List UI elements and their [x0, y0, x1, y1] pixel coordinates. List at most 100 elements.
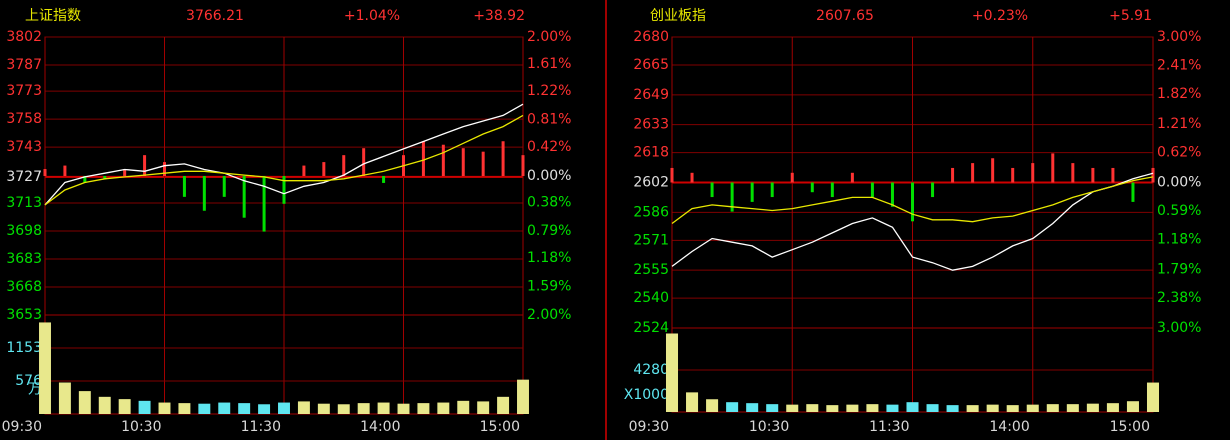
- index-name: 创业板指: [650, 8, 706, 24]
- volume-bar: [1046, 404, 1059, 412]
- y2-tick-label: 1.79%: [1157, 261, 1201, 277]
- y2-tick-label: 2.38%: [1157, 290, 1201, 306]
- strength-bar: [1151, 167, 1155, 183]
- y2-tick-label: 2.41%: [1157, 58, 1201, 74]
- x-tick-label: 09:30: [629, 419, 669, 435]
- volume-bar: [686, 392, 699, 412]
- volume-bar: [826, 405, 839, 412]
- y2-tick-label: 1.21%: [1157, 116, 1201, 132]
- index-price: 3766.21: [186, 8, 244, 24]
- x-tick-label: 10:30: [121, 419, 161, 435]
- strength-bar: [43, 169, 47, 176]
- strength-bar: [202, 176, 206, 211]
- y2-tick-label: 1.18%: [1157, 232, 1201, 248]
- strength-bar: [850, 172, 854, 183]
- volume-bar: [1086, 403, 1099, 412]
- price-line: [671, 176, 1154, 225]
- strength-bar: [1051, 153, 1055, 183]
- strength-bar: [382, 176, 386, 183]
- y2-tick-label: 0.00%: [527, 168, 571, 184]
- y-tick-label: 3713: [6, 195, 42, 211]
- strength-bar: [870, 182, 874, 198]
- strength-bar: [810, 182, 814, 193]
- y2-tick-label: 3.00%: [1157, 320, 1201, 336]
- strength-bar: [521, 155, 525, 176]
- y2-tick-label: 0.00%: [1157, 175, 1201, 191]
- y2-tick-label: 2.00%: [527, 29, 571, 45]
- y2-tick-label: 0.62%: [1157, 144, 1201, 160]
- strength-bar: [1091, 167, 1095, 183]
- y2-tick-label: 2.00%: [527, 307, 571, 323]
- y-tick-label: 3758: [6, 111, 42, 127]
- strength-bar: [1131, 182, 1135, 202]
- volume-bar: [437, 402, 450, 414]
- y-tick-label: 3743: [6, 139, 42, 155]
- volume-bar: [926, 404, 939, 412]
- y-tick-label: 2602: [633, 175, 669, 191]
- volume-bar: [906, 402, 919, 412]
- index-change: +5.91: [1109, 8, 1152, 24]
- y2-tick-label: 1.61%: [527, 56, 571, 72]
- strength-bar: [931, 182, 935, 198]
- strength-bar: [730, 182, 734, 212]
- y-tick-label: 2680: [633, 29, 669, 45]
- volume-bar: [417, 403, 430, 414]
- volume-bar: [39, 322, 51, 414]
- volume-bar: [1146, 382, 1160, 412]
- volume-bar: [946, 405, 959, 412]
- x-tick-label: 15:00: [480, 419, 520, 435]
- x-tick-label: 14:00: [989, 419, 1029, 435]
- y-tick-label: 2618: [633, 145, 669, 161]
- y-tick-label: 2586: [633, 204, 669, 220]
- volume-bar: [98, 396, 111, 414]
- strength-bar: [690, 172, 694, 183]
- x-tick-label: 10:30: [749, 419, 789, 435]
- strength-bar: [710, 182, 714, 198]
- y2-tick-label: 1.59%: [527, 279, 571, 295]
- volume-bar: [517, 379, 529, 414]
- strength-bar: [830, 182, 834, 198]
- volume-bar: [238, 403, 251, 414]
- volume-bar: [218, 402, 231, 414]
- y-tick-label: 2571: [633, 232, 669, 248]
- y-tick-label: 2555: [633, 262, 669, 278]
- volume-bar: [1006, 405, 1019, 412]
- y-tick-label: 2524: [633, 320, 669, 336]
- volume-tick-label: 576: [15, 373, 42, 389]
- y-tick-label: 3787: [6, 57, 42, 73]
- strength-bar: [441, 144, 445, 176]
- volume-bar: [866, 404, 879, 412]
- index-change-pct: +0.23%: [972, 8, 1028, 24]
- strength-bar: [770, 182, 774, 198]
- y2-tick-label: 0.38%: [527, 194, 571, 210]
- volume-bar: [726, 402, 739, 412]
- strength-bar: [362, 148, 366, 176]
- volume-bar: [457, 400, 470, 414]
- y2-tick-label: 0.59%: [1157, 203, 1201, 219]
- x-tick-label: 14:00: [360, 419, 400, 435]
- strength-bar: [222, 176, 226, 197]
- volume-bar: [986, 404, 999, 412]
- y2-tick-label: 1.22%: [527, 83, 571, 99]
- strength-bar: [1011, 167, 1015, 183]
- y-tick-label: 3727: [6, 169, 42, 185]
- y2-tick-label: 0.42%: [527, 139, 571, 155]
- volume-bar: [477, 401, 490, 414]
- strength-bar: [481, 151, 485, 176]
- price-line: [44, 114, 524, 206]
- strength-bar: [790, 172, 794, 183]
- volume-bar: [1106, 403, 1119, 412]
- volume-bar: [58, 382, 71, 414]
- strength-bar: [322, 162, 326, 176]
- volume-bar: [886, 404, 899, 412]
- y-tick-label: 3653: [6, 307, 42, 323]
- y-tick-label: 3802: [6, 29, 42, 45]
- strength-bar: [63, 165, 67, 176]
- strength-bar: [242, 176, 246, 218]
- strength-bar: [182, 176, 186, 197]
- x-tick-label: 15:00: [1110, 419, 1150, 435]
- volume-bar: [966, 405, 979, 412]
- volume-bar: [665, 333, 679, 412]
- y2-tick-label: 1.18%: [527, 250, 571, 266]
